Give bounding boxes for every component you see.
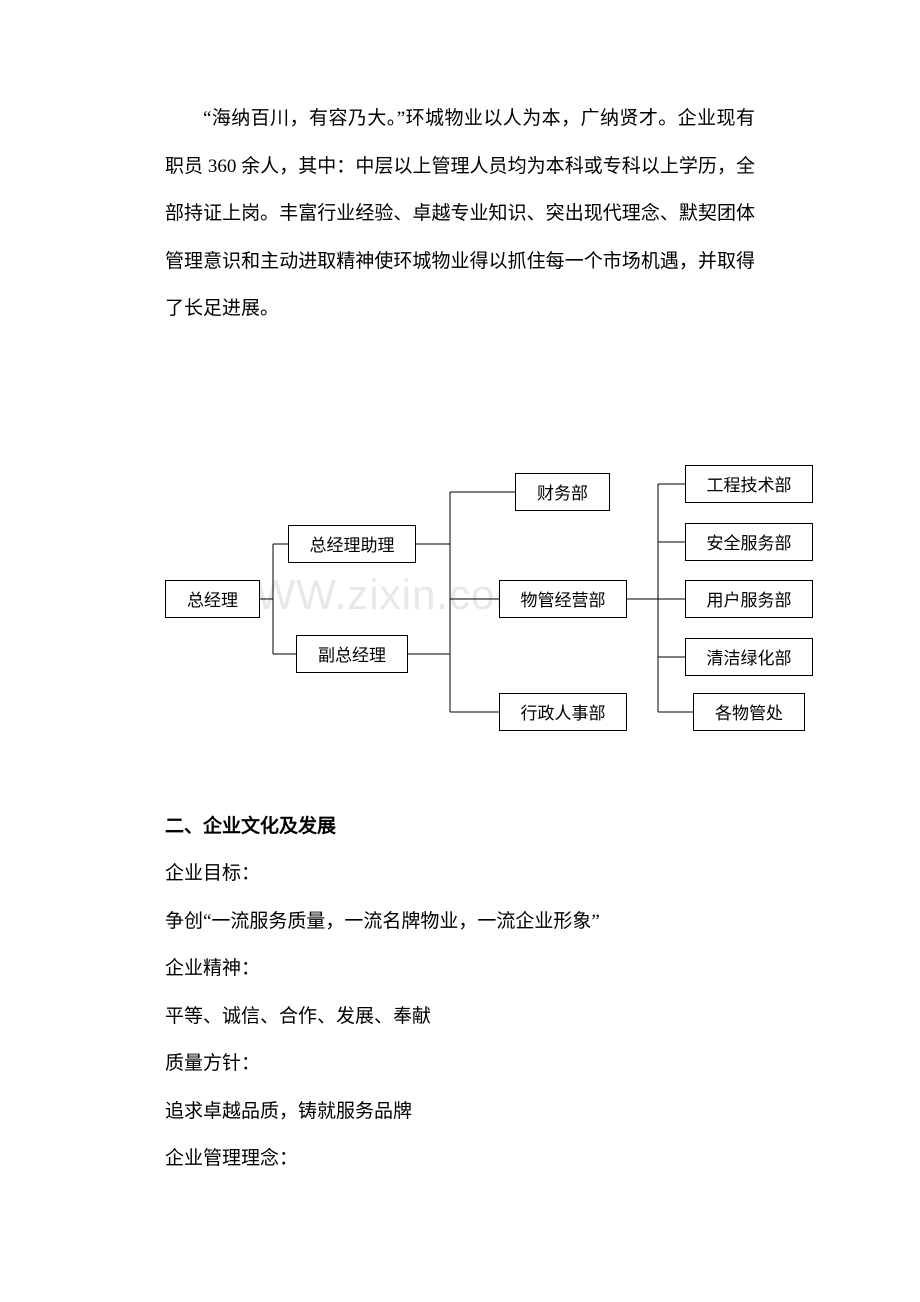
section2-line-5: 追求卓越品质，铸就服务品牌	[165, 1088, 755, 1136]
node-offices: 各物管处	[693, 693, 805, 731]
section2-line-4: 质量方针：	[165, 1040, 755, 1088]
section2-line-6: 企业管理理念：	[165, 1135, 755, 1183]
section2-line-2: 企业精神：	[165, 945, 755, 993]
node-eng: 工程技术部	[685, 465, 813, 503]
node-pm-ops: 物管经营部	[499, 580, 627, 618]
node-cleaning: 清洁绿化部	[685, 638, 813, 676]
node-security: 安全服务部	[685, 523, 813, 561]
intro-paragraph: “海纳百川，有容乃大。”环城物业以人为本，广纳贤才。企业现有职员 360 余人，…	[165, 95, 755, 333]
node-user-service: 用户服务部	[685, 580, 813, 618]
node-hr-admin: 行政人事部	[499, 693, 627, 731]
node-gm: 总经理	[165, 580, 260, 618]
node-vp: 副总经理	[296, 635, 408, 673]
node-gm-assistant: 总经理助理	[288, 525, 416, 563]
section2-line-3: 平等、诚信、合作、发展、奉献	[165, 993, 755, 1041]
section2-heading: 二、企业文化及发展	[165, 803, 755, 851]
section2-line-0: 企业目标：	[165, 850, 755, 898]
org-chart: WWW.zixin.com.cn	[165, 423, 815, 763]
node-finance: 财务部	[515, 473, 610, 511]
section2-line-1: 争创“一流服务质量，一流名牌物业，一流企业形象”	[165, 898, 755, 946]
